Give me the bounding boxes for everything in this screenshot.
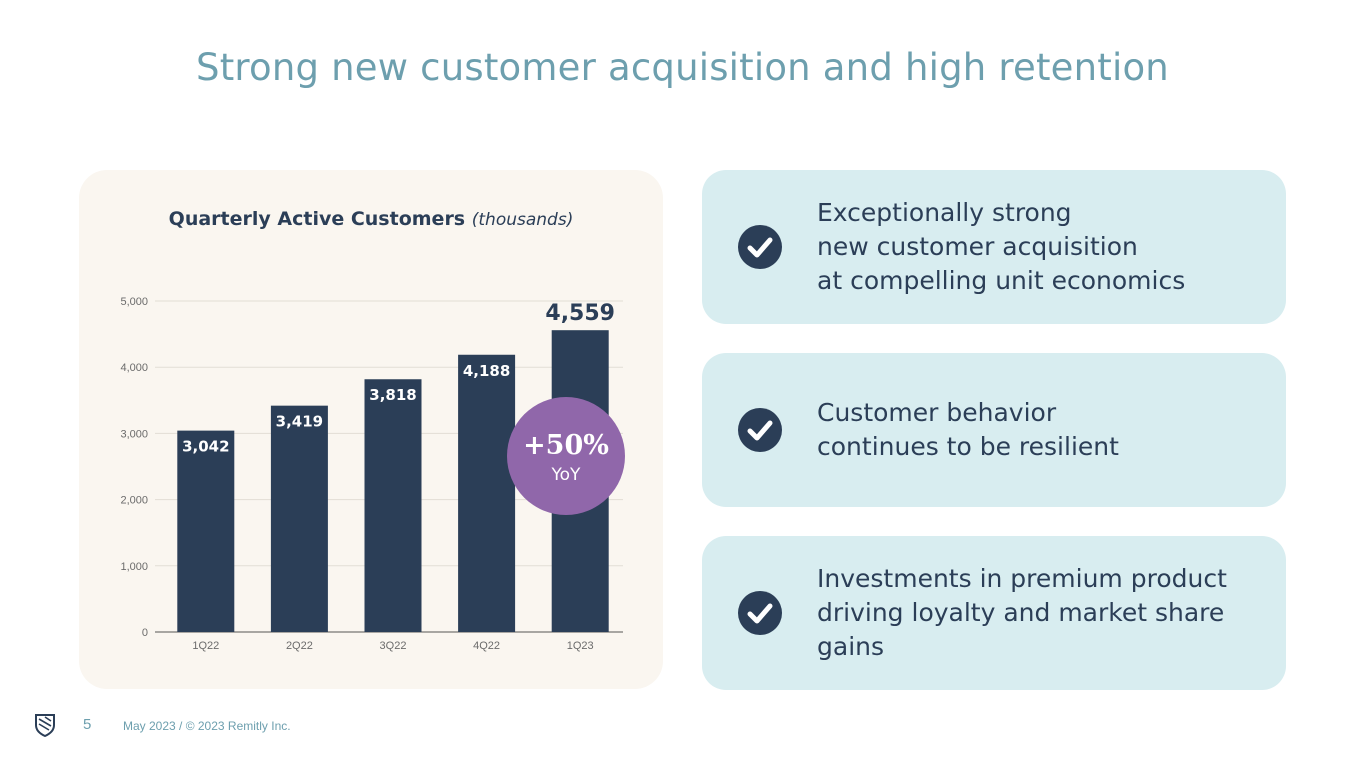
page-number: 5 (83, 716, 92, 733)
y-tick-label: 5,000 (120, 296, 148, 308)
y-tick-label: 2,000 (120, 495, 148, 507)
panel-line: Exceptionally strong (817, 198, 1072, 227)
chart-title-unit: (thousands) (471, 210, 574, 230)
chart-title: Quarterly Active Customers (thousands) (79, 208, 663, 230)
panel-behavior: Customer behavior continues to be resili… (702, 353, 1286, 507)
x-tick-label: 2Q22 (286, 640, 313, 652)
data-label: 4,188 (463, 362, 510, 380)
bar (458, 354, 516, 632)
panel-line: driving loyalty and market share (817, 598, 1225, 627)
y-tick-label: 3,000 (120, 428, 148, 440)
data-label: 3,818 (369, 386, 416, 404)
panel-line: Customer behavior (817, 398, 1057, 427)
check-circle-icon (738, 408, 782, 452)
panel-text: Exceptionally strong new customer acquis… (817, 170, 1257, 324)
data-label: 3,042 (182, 438, 229, 456)
chart-card: Quarterly Active Customers (thousands) 0… (79, 170, 663, 689)
remitly-shield-logo (35, 714, 55, 737)
y-tick-label: 0 (142, 627, 148, 639)
check-circle-icon (738, 591, 782, 635)
yoy-badge (507, 397, 625, 515)
data-label: 4,559 (545, 301, 615, 326)
x-tick-label: 4Q22 (473, 640, 500, 652)
panel-text: Customer behavior continues to be resili… (817, 353, 1257, 507)
slide-title: Strong new customer acquisition and high… (196, 46, 1169, 89)
panel-line: at compelling unit economics (817, 266, 1186, 295)
panel-line: Investments in premium product (817, 564, 1227, 593)
panel-acquisition: Exceptionally strong new customer acquis… (702, 170, 1286, 324)
panel-line: gains (817, 632, 885, 661)
yoy-badge-label: YoY (551, 465, 582, 485)
footer-text: May 2023 / © 2023 Remitly Inc. (123, 719, 291, 733)
y-tick-label: 1,000 (120, 561, 148, 573)
panel-text: Investments in premium product driving l… (817, 536, 1257, 690)
data-label: 3,419 (276, 413, 323, 431)
chart-title-main: Quarterly Active Customers (168, 208, 466, 230)
check-circle-icon (738, 225, 782, 269)
x-tick-label: 1Q23 (567, 640, 594, 652)
panel-investments: Investments in premium product driving l… (702, 536, 1286, 690)
y-tick-label: 4,000 (120, 362, 148, 374)
bar (364, 379, 422, 632)
bar (270, 405, 328, 632)
x-tick-label: 1Q22 (192, 640, 219, 652)
yoy-badge-value: +50% (523, 430, 609, 461)
panel-line: continues to be resilient (817, 432, 1119, 461)
panel-line: new customer acquisition (817, 232, 1138, 261)
x-tick-label: 3Q22 (380, 640, 407, 652)
bar-chart: 0 1,000 2,000 3,000 4,000 5,000 1Q22 3,042 2Q22 3… (120, 296, 625, 652)
bar (177, 430, 235, 632)
